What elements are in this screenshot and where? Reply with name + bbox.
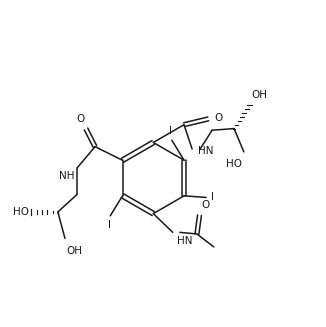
Text: I: I xyxy=(108,220,111,231)
Text: HN: HN xyxy=(177,235,192,246)
Text: HO: HO xyxy=(13,207,29,217)
Text: HN: HN xyxy=(198,146,214,156)
Text: I: I xyxy=(211,192,214,202)
Text: O: O xyxy=(76,114,85,124)
Text: HO: HO xyxy=(226,159,242,169)
Text: OH: OH xyxy=(251,90,267,99)
Text: I: I xyxy=(169,126,172,136)
Text: OH: OH xyxy=(67,246,82,256)
Text: NH: NH xyxy=(59,171,74,181)
Text: O: O xyxy=(214,113,222,123)
Text: O: O xyxy=(201,200,209,210)
